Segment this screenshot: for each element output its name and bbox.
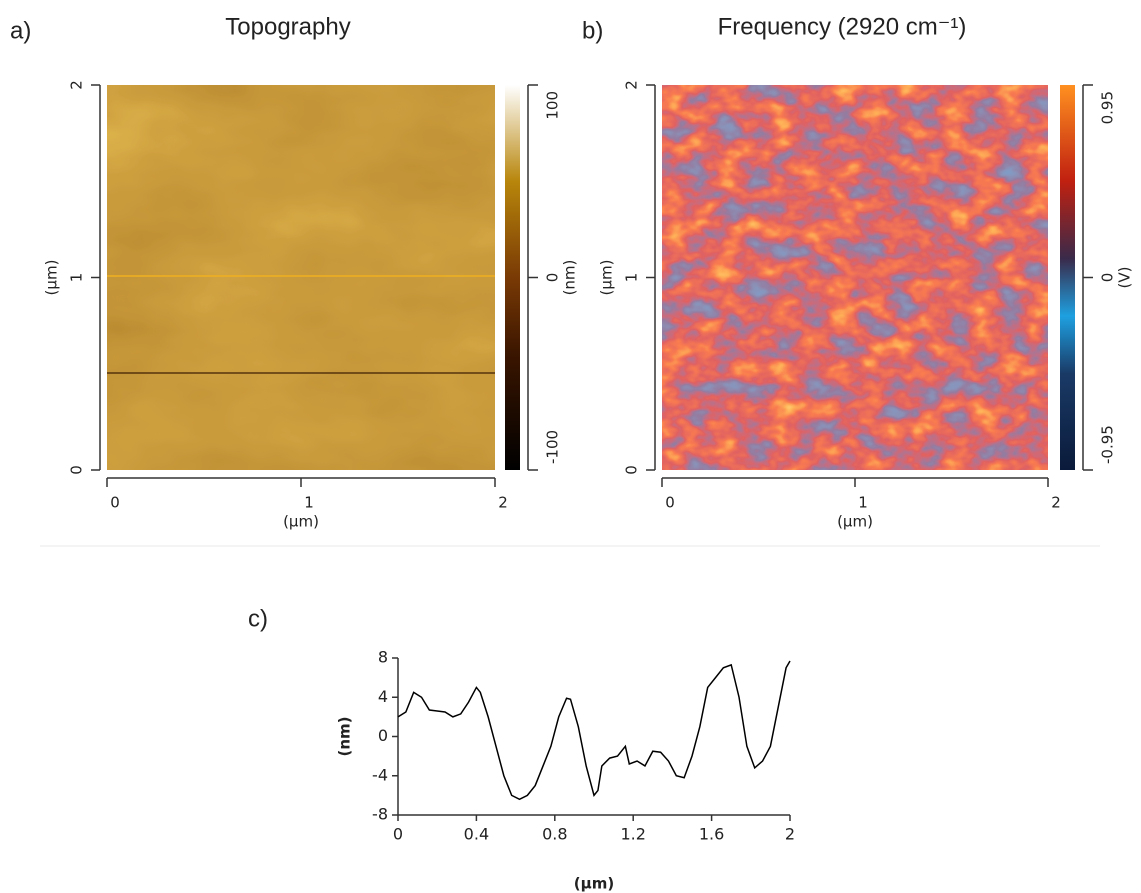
y-tick-label: 0 [378, 726, 388, 745]
x-axis-label: (µm) [283, 513, 319, 531]
profile-line [397, 660, 791, 801]
colorbar [1060, 85, 1075, 470]
colorbar-label: (V) [1116, 267, 1134, 289]
colorbar [505, 85, 520, 470]
panel-label: a) [10, 17, 31, 44]
x-tick-label: 0.4 [464, 825, 489, 844]
x-axis-label: (µm) [574, 875, 614, 893]
panel-label: c) [248, 605, 268, 632]
chart-title: Topography [225, 13, 350, 40]
y-tick-label: 8 [378, 648, 388, 667]
topography-image [107, 85, 495, 470]
x-tick-label: 2 [1051, 494, 1061, 512]
y-tick-label: -4 [372, 765, 388, 784]
y-tick-label: 4 [378, 687, 388, 706]
colorbar-tick-label: 0 [1099, 273, 1117, 283]
colorbar-tick-label: -100 [544, 430, 562, 464]
y-axis-label: (nm) [336, 716, 354, 756]
frequency-image [662, 85, 1048, 470]
separator [40, 545, 1100, 547]
colorbar-tick-label: 0.95 [1099, 91, 1117, 124]
x-tick-label: 1 [858, 494, 868, 512]
x-tick-label: 1.2 [620, 825, 645, 844]
x-tick-label: 0 [393, 825, 403, 844]
x-tick-label: 0 [665, 494, 675, 512]
x-axis-label: (µm) [837, 513, 873, 531]
y-tick-label: 1 [623, 273, 641, 283]
y-tick-label: 0 [68, 465, 86, 475]
y-tick-label: 0 [623, 465, 641, 475]
x-tick-label: 2 [498, 494, 508, 512]
y-tick-label: 1 [68, 273, 86, 283]
chart-title: Frequency (2920 cm⁻¹) [718, 13, 967, 40]
y-tick-label: 2 [623, 80, 641, 90]
x-tick-label: 0.8 [542, 825, 567, 844]
colorbar-tick-label: 100 [544, 91, 562, 120]
colorbar-tick-label: 0 [544, 273, 562, 283]
colorbar-label: (nm) [561, 260, 579, 296]
x-tick-label: 1 [304, 494, 314, 512]
y-axis-label: (µm) [43, 260, 61, 296]
colorbar-tick-label: -0.95 [1099, 425, 1117, 464]
y-tick-label: -8 [372, 805, 388, 824]
x-tick-label: 2 [785, 825, 795, 844]
x-tick-label: 0 [110, 494, 120, 512]
y-tick-label: 2 [68, 80, 86, 90]
x-tick-label: 1.6 [699, 825, 724, 844]
y-axis-label: (µm) [598, 260, 616, 296]
panel-label: b) [582, 17, 603, 44]
